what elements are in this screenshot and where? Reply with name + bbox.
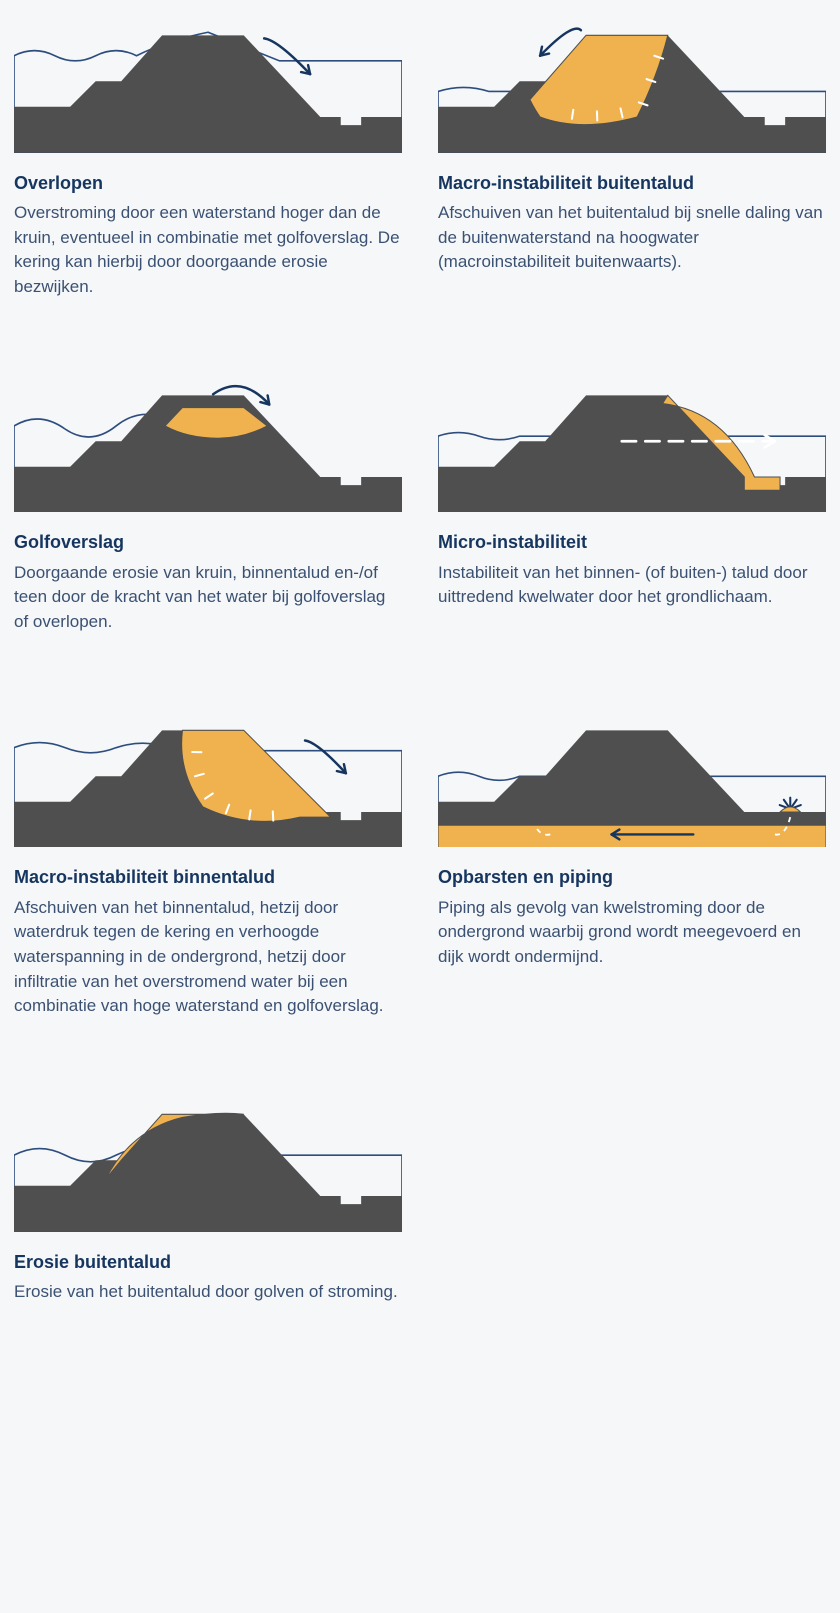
diagram-title: Macro-instabiliteit buitentalud [438,171,826,195]
diagram-card-macro-buitentalud: Macro-instabiliteit buitentalud Afschuive… [438,20,826,300]
diagram-description: Instabiliteit van het binnen- (of buiten… [438,561,826,610]
diagram-micro-instabiliteit [438,380,826,513]
diagram-card-erosie-buitentalud: Erosie buitentalud Erosie van het buitent… [14,1099,402,1305]
diagram-title: Opbarsten en piping [438,865,826,889]
diagram-golfoverslag [14,380,402,513]
diagram-description: Overstroming door een waterstand hoger d… [14,201,402,300]
diagram-card-opbarsten-piping: Opbarsten en piping Piping als gevolg van… [438,715,826,1019]
diagram-description: Afschuiven van het buitentalud bij snell… [438,201,826,275]
diagram-description: Piping als gevolg van kwelstroming door … [438,896,826,970]
diagram-card-micro-instabiliteit: Micro-instabiliteit Instabiliteit van het… [438,380,826,635]
diagram-opbarsten-piping [438,715,826,848]
diagram-card-overlopen: Overlopen Overstroming door een waterstan… [14,20,402,300]
diagram-macro-binnentalud [14,715,402,848]
diagram-title: Erosie buitentalud [14,1250,402,1274]
diagram-description: Afschuiven van het binnentalud, hetzij d… [14,896,402,1019]
diagram-card-golfoverslag: Golfoverslag Doorgaande erosie van kruin,… [14,380,402,635]
diagram-overlopen [14,20,402,153]
diagram-description: Erosie van het buitentalud door golven o… [14,1280,402,1305]
diagram-title: Golfoverslag [14,530,402,554]
diagram-description: Doorgaande erosie van kruin, binnen­talu… [14,561,402,635]
diagram-macro-buitentalud [438,20,826,153]
diagram-title: Macro-instabiliteit binnentalud [14,865,402,889]
diagram-erosie-buitentalud [14,1099,402,1232]
diagram-card-macro-binnentalud: Macro-instabiliteit binnentalud Afschuive… [14,715,402,1019]
diagram-title: Micro-instabiliteit [438,530,826,554]
diagram-grid: Overlopen Overstroming door een waterstan… [14,20,826,1304]
diagram-title: Overlopen [14,171,402,195]
